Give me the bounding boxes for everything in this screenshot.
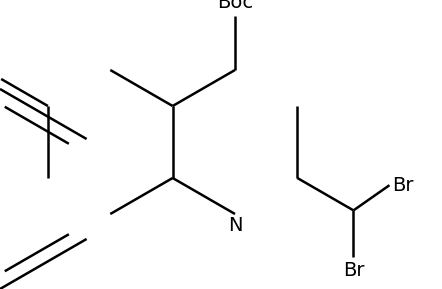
Text: N: N (228, 216, 242, 235)
Text: Br: Br (392, 176, 414, 195)
Text: Boc: Boc (217, 0, 253, 12)
Text: Br: Br (343, 261, 364, 280)
